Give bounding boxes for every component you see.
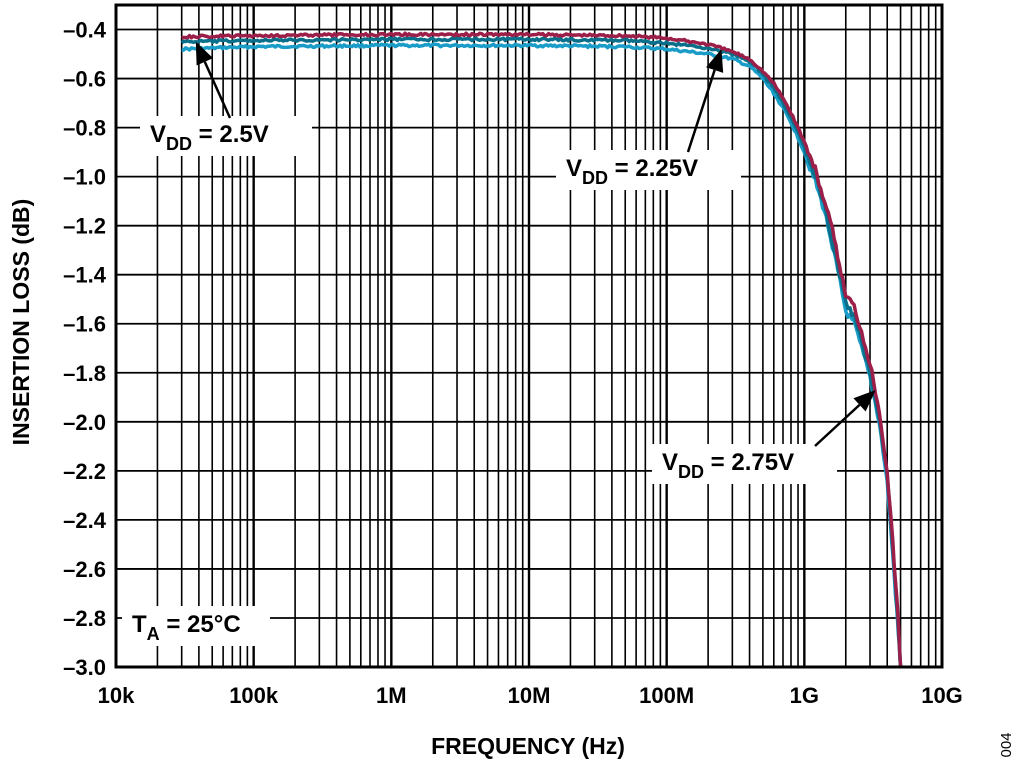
x-tick-label: 10G [921,683,963,708]
y-tick-label: –2.0 [63,410,106,435]
annotation-bg [122,606,270,646]
y-tick-label: –2.8 [63,606,106,631]
annotation-label: VDD = 2.25V [566,155,698,188]
x-tick-labels: 10k 100k 1M 10M 100M 1G 10G [98,683,963,708]
y-tick-label: –2.2 [63,459,106,484]
annotation-bg [140,116,312,156]
x-tick-label: 1M [376,683,407,708]
annotation-arrow-head [195,41,214,66]
y-tick-label: –1.0 [63,165,106,190]
x-axis-title: FREQUENCY (Hz) [431,733,625,759]
y-tick-label: –0.4 [63,18,107,43]
annotation-label: VDD = 2.5V [150,121,269,154]
y-tick-label: –2.6 [63,557,106,582]
x-tick-label: 100k [229,683,279,708]
annotation-label: VDD = 2.75V [662,449,794,482]
annotation-arrow-head [706,49,724,73]
y-tick-label: –1.6 [63,312,106,337]
y-tick-label: –1.2 [63,214,106,239]
series-line-3 [181,31,903,668]
annotation: VDD = 2.25V [556,49,741,190]
annotation-arrow-shaft [203,61,232,119]
x-tick-label: 10M [508,683,551,708]
series-line-1 [181,42,903,668]
x-tick-label: 10k [98,683,135,708]
annotation-arrow-shaft [814,403,861,447]
annotation-layer: VDD = 2.5V VDD = 2.25V VDD = 2.75V TA = 25°… [122,41,876,646]
figure-id: 004 [998,732,1015,757]
y-tick-label: –2.4 [63,508,107,533]
annotation-bg [652,444,837,484]
plot-frame [114,3,944,669]
annotation-arrow-shaft [686,69,716,153]
series-line-2 [180,36,903,668]
x-tick-label: 100M [639,683,694,708]
y-tick-label: –1.8 [63,361,106,386]
annotation: VDD = 2.75V [652,389,876,484]
annotation: TA = 25°C [122,606,270,646]
series-layer [180,31,903,668]
annotation-arrow-head [853,389,876,412]
y-tick-labels: –0.4 –0.6 –0.8 –1.0 –1.2 –1.4 –1.6 –1.8 –2.0 –2.2… [63,18,107,680]
y-tick-label: –0.8 [63,116,106,141]
y-tick-label: –0.6 [63,67,106,92]
minor-gridlines [156,5,937,667]
x-tick-label: 1G [790,683,819,708]
y-axis-title: INSERTION LOSS (dB) [8,199,34,446]
y-tick-label: –1.4 [63,263,107,288]
annotation: VDD = 2.5V [140,41,312,156]
annotation-bg [556,150,741,190]
y-tick-label: –3.0 [63,655,106,680]
annotation-label: TA = 25°C [132,611,241,644]
